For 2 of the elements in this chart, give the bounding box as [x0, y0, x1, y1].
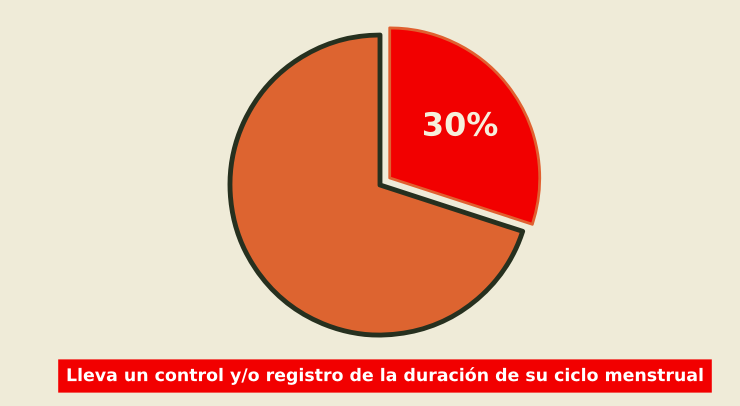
text: Lleva un control y/o registro de la duración de su ciclo menstrual: [68, 367, 703, 385]
data-label: 30%: [424, 112, 498, 136]
